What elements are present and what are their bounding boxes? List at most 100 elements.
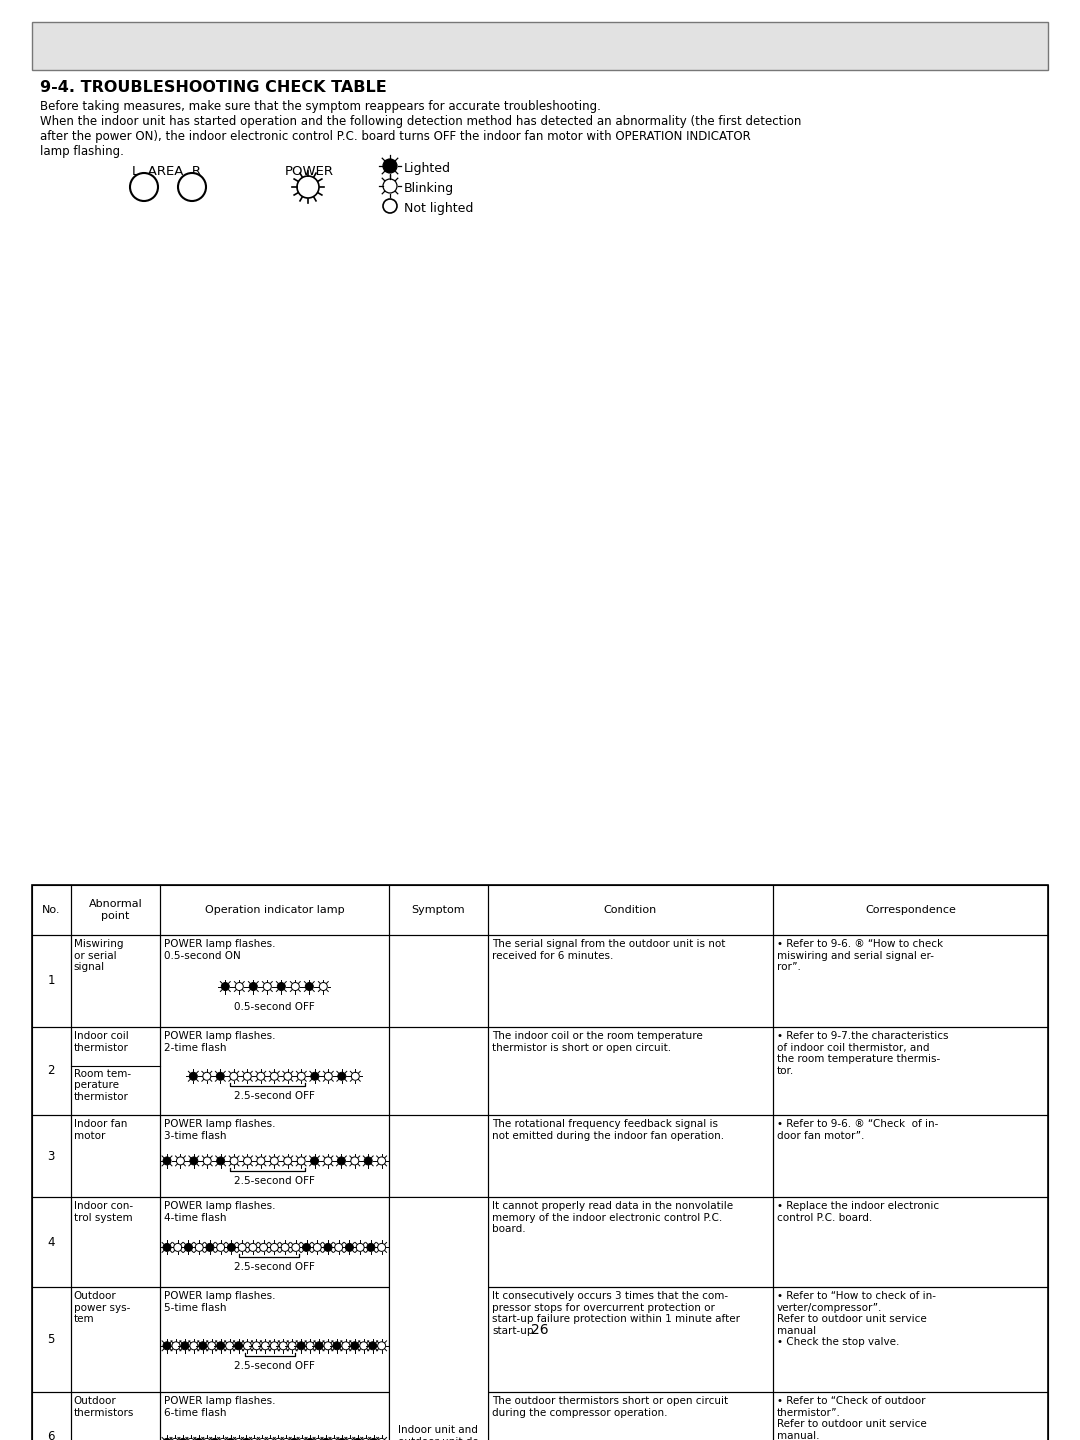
Text: POWER: POWER <box>285 166 334 179</box>
Circle shape <box>324 1342 332 1349</box>
Circle shape <box>356 1243 364 1251</box>
Circle shape <box>314 1439 322 1440</box>
Text: The serial signal from the outdoor unit is not
received for 6 minutes.: The serial signal from the outdoor unit … <box>492 939 726 960</box>
Circle shape <box>311 1073 319 1080</box>
Text: • Refer to 9-6. ® “Check  of in-
door fan motor”.: • Refer to 9-6. ® “Check of in- door fan… <box>777 1119 939 1140</box>
Bar <box>32 1115 70 1197</box>
Circle shape <box>180 1342 189 1349</box>
Text: Outdoor
thermistors: Outdoor thermistors <box>73 1395 134 1417</box>
Text: Condition: Condition <box>604 904 657 914</box>
Text: • Refer to “How to check of in-
verter/compressor”.
Refer to outdoor unit servic: • Refer to “How to check of in- verter/c… <box>777 1292 935 1348</box>
Circle shape <box>130 173 158 202</box>
Text: Correspondence: Correspondence <box>865 904 956 914</box>
Text: 4: 4 <box>48 1236 55 1248</box>
Circle shape <box>280 1342 287 1349</box>
Circle shape <box>333 1342 341 1349</box>
Text: Lighted: Lighted <box>404 161 451 176</box>
Bar <box>160 935 389 1027</box>
Text: Indoor unit and
outdoor unit do
not operate.: Indoor unit and outdoor unit do not oper… <box>399 1426 478 1440</box>
Bar <box>32 886 70 935</box>
Bar <box>389 1027 488 1115</box>
Circle shape <box>315 1342 323 1349</box>
Circle shape <box>270 1342 279 1349</box>
Text: Symptom: Symptom <box>411 904 465 914</box>
Bar <box>160 886 389 935</box>
Circle shape <box>346 1439 354 1440</box>
Circle shape <box>172 1342 180 1349</box>
Text: 2.5-second OFF: 2.5-second OFF <box>234 1092 314 1102</box>
Bar <box>772 935 1048 1027</box>
Circle shape <box>282 1439 291 1440</box>
Circle shape <box>281 1243 289 1251</box>
Text: after the power ON), the indoor electronic control P.C. board turns OFF the indo: after the power ON), the indoor electron… <box>40 130 751 143</box>
Circle shape <box>243 1156 252 1165</box>
Circle shape <box>284 1156 292 1165</box>
Circle shape <box>163 1342 171 1349</box>
Circle shape <box>288 1342 296 1349</box>
Bar <box>70 1197 160 1287</box>
Bar <box>389 1197 488 1287</box>
Circle shape <box>243 1439 251 1440</box>
Text: POWER lamp flashes.
4-time flash: POWER lamp flashes. 4-time flash <box>164 1201 275 1223</box>
Circle shape <box>378 1439 386 1440</box>
Bar <box>70 1392 160 1440</box>
Bar <box>160 1115 389 1197</box>
Circle shape <box>337 1156 346 1165</box>
Circle shape <box>274 1439 282 1440</box>
Bar <box>70 1115 160 1197</box>
Text: Before taking measures, make sure that the symptom reappears for accurate troubl: Before taking measures, make sure that t… <box>40 99 600 112</box>
Circle shape <box>342 1342 350 1349</box>
Text: Abnormal
point: Abnormal point <box>89 899 143 920</box>
Circle shape <box>324 1243 332 1251</box>
Circle shape <box>249 982 257 991</box>
Bar <box>32 886 1048 1440</box>
Circle shape <box>243 1073 252 1080</box>
Bar <box>389 1197 488 1440</box>
Circle shape <box>297 176 319 197</box>
Circle shape <box>179 1439 187 1440</box>
Circle shape <box>203 1439 211 1440</box>
Text: • Refer to 9-6. ® “How to check
miswiring and serial signal er-
ror”.: • Refer to 9-6. ® “How to check miswirin… <box>777 939 943 972</box>
Text: When the indoor unit has started operation and the following detection method ha: When the indoor unit has started operati… <box>40 115 801 128</box>
Bar <box>70 935 160 1027</box>
Text: POWER lamp flashes.
3-time flash: POWER lamp flashes. 3-time flash <box>164 1119 275 1140</box>
Circle shape <box>362 1439 369 1440</box>
Text: POWER lamp flashes.
0.5-second ON: POWER lamp flashes. 0.5-second ON <box>164 939 275 960</box>
Circle shape <box>203 1156 212 1165</box>
Circle shape <box>383 199 397 213</box>
Text: 2: 2 <box>48 1064 55 1077</box>
Bar <box>32 935 70 1027</box>
Circle shape <box>221 982 229 991</box>
Circle shape <box>195 1243 203 1251</box>
Circle shape <box>163 1156 171 1165</box>
Circle shape <box>270 1243 279 1251</box>
Circle shape <box>206 1243 214 1251</box>
Circle shape <box>189 1073 198 1080</box>
Circle shape <box>257 1073 265 1080</box>
Bar <box>160 1027 389 1115</box>
Circle shape <box>228 1243 235 1251</box>
Circle shape <box>324 1073 333 1080</box>
Bar <box>488 1287 772 1392</box>
Bar <box>32 1392 70 1440</box>
Circle shape <box>270 1156 279 1165</box>
Circle shape <box>187 1439 194 1440</box>
Text: 5: 5 <box>48 1333 55 1346</box>
Bar <box>488 935 772 1027</box>
Circle shape <box>302 1243 311 1251</box>
Text: 2.5-second OFF: 2.5-second OFF <box>234 1361 314 1371</box>
Bar <box>772 1197 1048 1287</box>
Circle shape <box>306 1439 314 1440</box>
Bar <box>488 1392 772 1440</box>
Text: Room tem-
perature
thermistor: Room tem- perature thermistor <box>73 1068 131 1102</box>
Bar <box>70 886 160 935</box>
Bar <box>389 1115 488 1197</box>
Circle shape <box>199 1342 206 1349</box>
Circle shape <box>383 179 397 193</box>
Circle shape <box>227 1439 234 1440</box>
Text: The outdoor thermistors short or open circuit
during the compressor operation.: The outdoor thermistors short or open ci… <box>492 1395 728 1417</box>
Circle shape <box>298 1439 306 1440</box>
Bar <box>488 1115 772 1197</box>
Text: 3: 3 <box>48 1149 55 1162</box>
Bar <box>32 22 1048 71</box>
